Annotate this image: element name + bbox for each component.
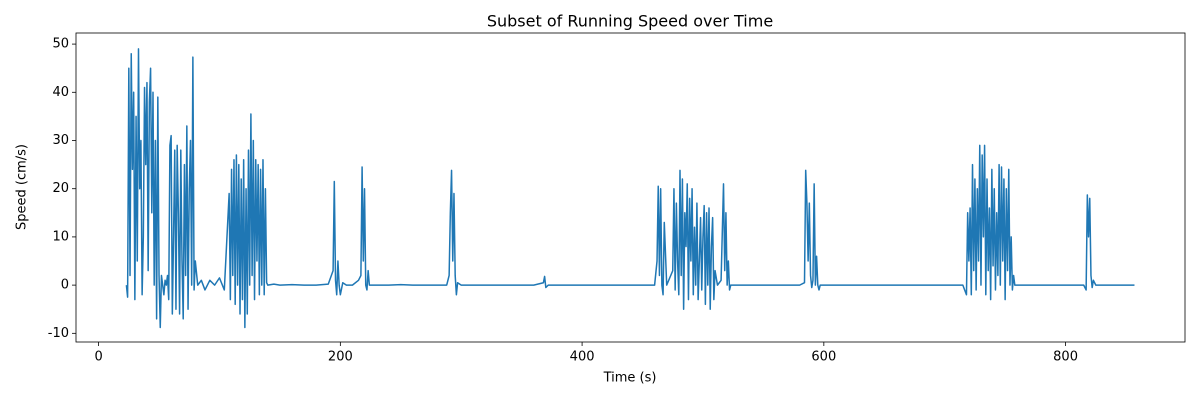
x-axis-label: Time (s)	[603, 371, 657, 386]
x-tick-label: 0	[94, 350, 102, 365]
y-tick-label: 10	[52, 229, 69, 244]
speed-line	[125, 48, 1135, 329]
x-tick-label: 200	[328, 350, 353, 365]
y-tick-label: 50	[52, 37, 69, 52]
y-tick-label: -10	[48, 326, 69, 341]
y-tick-label: 20	[52, 181, 69, 196]
x-tick-label: 600	[811, 350, 836, 365]
y-tick-label: 0	[61, 278, 69, 293]
y-tick-label: 40	[52, 85, 69, 100]
x-tick-label: 800	[1053, 350, 1078, 365]
y-axis-label: Speed (cm/s)	[15, 144, 30, 230]
chart-title: Subset of Running Speed over Time	[487, 12, 773, 31]
axes-frame	[75, 32, 1186, 343]
x-tick-label: 400	[570, 350, 595, 365]
y-tick-label: 30	[52, 133, 69, 148]
